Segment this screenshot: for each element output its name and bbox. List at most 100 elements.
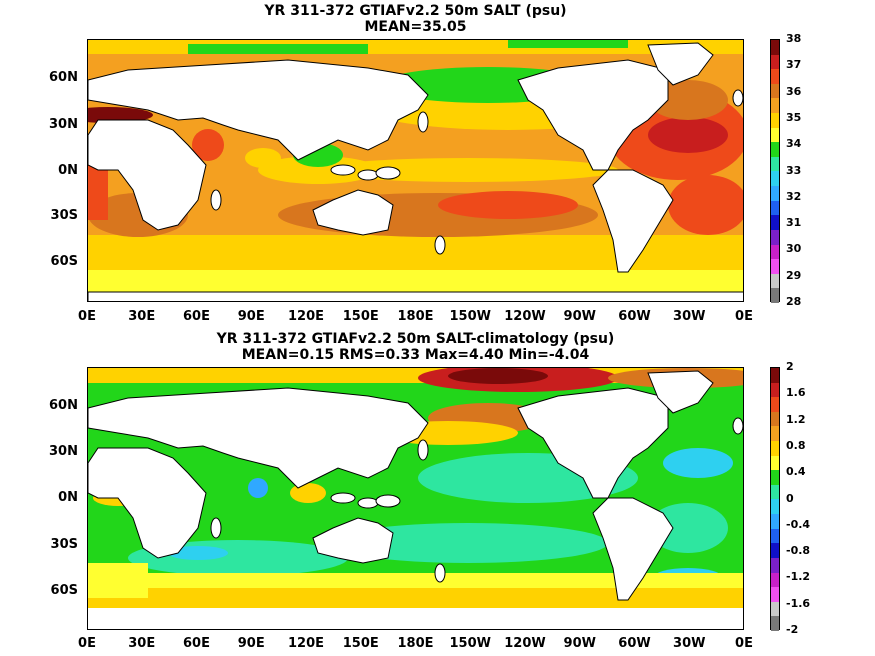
top-colorbar-swatch	[771, 156, 779, 172]
bottom-lon-label: 120W	[504, 636, 546, 651]
top-colorbar-swatch	[771, 142, 779, 157]
bottom-lat-label-60s: 60S	[50, 583, 78, 598]
bottom-lon-label: 90E	[237, 636, 265, 651]
top-lon-label: 30W	[673, 309, 706, 324]
top-lat-label-60s: 60S	[50, 254, 78, 269]
bottom-colorbar-swatch	[771, 616, 779, 631]
bottom-colorbar-swatch	[771, 455, 779, 471]
bottom-colorbar-swatch	[771, 484, 779, 500]
bottom-lon-label: 60E	[183, 636, 210, 651]
top-lon-label: 60E	[183, 309, 210, 324]
bottom-map-title: YR 311-372 GTIAFv2.2 50m SALT-climatolog…	[216, 331, 615, 347]
top-colorbar-label: 30	[786, 242, 802, 256]
top-lat-label-30n: 30N	[49, 117, 78, 132]
bottom-lon-label: 120E	[287, 636, 325, 651]
bottom-lon-label: 0E	[78, 636, 96, 651]
top-colorbar-swatch	[771, 54, 779, 70]
bottom-colorbar-swatch	[771, 572, 779, 588]
top-colorbar-label: 34	[786, 137, 802, 151]
top-colorbar	[770, 39, 780, 303]
top-colorbar-label: 36	[786, 84, 802, 98]
top-lon-label: 0E	[78, 309, 96, 324]
top-colorbar-swatch	[771, 40, 779, 55]
bottom-lon-label: 150W	[449, 636, 491, 651]
top-colorbar-label: 29	[786, 268, 802, 282]
top-map-mean: MEAN=35.05	[364, 19, 467, 35]
bottom-colorbar-label: 1.6	[786, 386, 806, 400]
bottom-map-stats: MEAN=0.15 RMS=0.33 Max=4.40 Min=-4.04	[241, 347, 590, 363]
top-lon-label: 30E	[128, 309, 156, 324]
top-colorbar-swatch	[771, 200, 779, 216]
top-colorbar-label: 38	[786, 32, 802, 45]
top-lat-label-0n: 0N	[58, 163, 78, 178]
top-colorbar-swatch	[771, 98, 779, 114]
top-lon-label: 0E	[735, 309, 753, 324]
top-colorbar-swatch	[771, 113, 779, 128]
top-lon-label: 150E	[342, 309, 379, 324]
bottom-colorbar-label: 0.8	[786, 438, 806, 452]
top-colorbar-swatch	[771, 83, 779, 99]
bottom-colorbar-label: -1.6	[786, 596, 811, 610]
bottom-map-graphic	[88, 368, 743, 629]
bottom-colorbar-swatch	[771, 470, 779, 485]
bottom-colorbar-label: 0	[786, 491, 794, 505]
top-lon-label: 90E	[237, 309, 265, 324]
top-lon-label: 120W	[504, 309, 546, 324]
bottom-colorbar-swatch	[771, 441, 779, 456]
top-lon-label: 120E	[287, 309, 325, 324]
top-lon-label: 60W	[618, 309, 651, 324]
top-colorbar-swatch	[771, 69, 779, 84]
top-colorbar-swatch	[771, 244, 779, 260]
top-colorbar-swatch	[771, 171, 779, 187]
bottom-colorbar-swatch	[771, 528, 779, 544]
top-lat-label-30s: 30S	[50, 208, 78, 223]
top-colorbar-swatch	[771, 229, 779, 245]
bottom-colorbar-label: -1.2	[786, 570, 811, 584]
bottom-lat-label-0n: 0N	[58, 490, 78, 505]
bottom-colorbar-swatch	[771, 368, 779, 383]
top-colorbar-swatch	[771, 127, 779, 143]
bottom-lon-label: 30E	[128, 636, 156, 651]
bottom-lon-label: 150E	[342, 636, 379, 651]
bottom-lat-label-30s: 30S	[50, 537, 78, 552]
bottom-colorbar-swatch	[771, 499, 779, 515]
bottom-lon-label: 90W	[563, 636, 596, 651]
top-colorbar-label: 37	[786, 58, 802, 72]
top-colorbar-swatch	[771, 273, 779, 289]
bottom-colorbar-label: 2	[786, 360, 794, 373]
bottom-lon-label: 180E	[397, 636, 434, 651]
top-colorbar-swatch	[771, 215, 779, 230]
top-map-title: YR 311-372 GTIAFv2.2 50m SALT (psu)	[264, 3, 567, 19]
bottom-colorbar-label: 1.2	[786, 412, 806, 426]
top-lon-label: 150W	[449, 309, 491, 324]
bottom-colorbar-label: -2	[786, 623, 799, 636]
bottom-colorbar-label: -0.8	[786, 544, 811, 558]
top-colorbar-label: 31	[786, 216, 802, 230]
top-colorbar-swatch	[771, 186, 779, 201]
bottom-lon-label: 60W	[618, 636, 651, 651]
bottom-lat-label-60n: 60N	[49, 398, 78, 413]
bottom-colorbar	[770, 367, 780, 631]
bottom-colorbar-swatch	[771, 601, 779, 617]
bottom-colorbar-label: 0.4	[786, 465, 806, 479]
top-colorbar-swatch	[771, 288, 779, 303]
top-salinity-map	[87, 39, 744, 302]
bottom-colorbar-swatch	[771, 397, 779, 412]
bottom-colorbar-swatch	[771, 557, 779, 573]
top-lon-label: 180E	[397, 309, 434, 324]
bottom-colorbar-swatch	[771, 543, 779, 558]
top-lat-label-60n: 60N	[49, 70, 78, 85]
bottom-colorbar-label: -0.4	[786, 517, 811, 531]
top-colorbar-swatch	[771, 259, 779, 274]
top-map-graphic	[88, 40, 743, 301]
bottom-colorbar-swatch	[771, 382, 779, 398]
bottom-lon-label: 0E	[735, 636, 753, 651]
bottom-lat-label-30n: 30N	[49, 444, 78, 459]
top-colorbar-label: 33	[786, 163, 802, 177]
bottom-anomaly-map	[87, 367, 744, 630]
bottom-colorbar-swatch	[771, 514, 779, 529]
bottom-colorbar-swatch	[771, 587, 779, 602]
top-colorbar-label: 28	[786, 295, 802, 308]
top-colorbar-label: 35	[786, 110, 802, 124]
top-colorbar-label: 32	[786, 189, 802, 203]
